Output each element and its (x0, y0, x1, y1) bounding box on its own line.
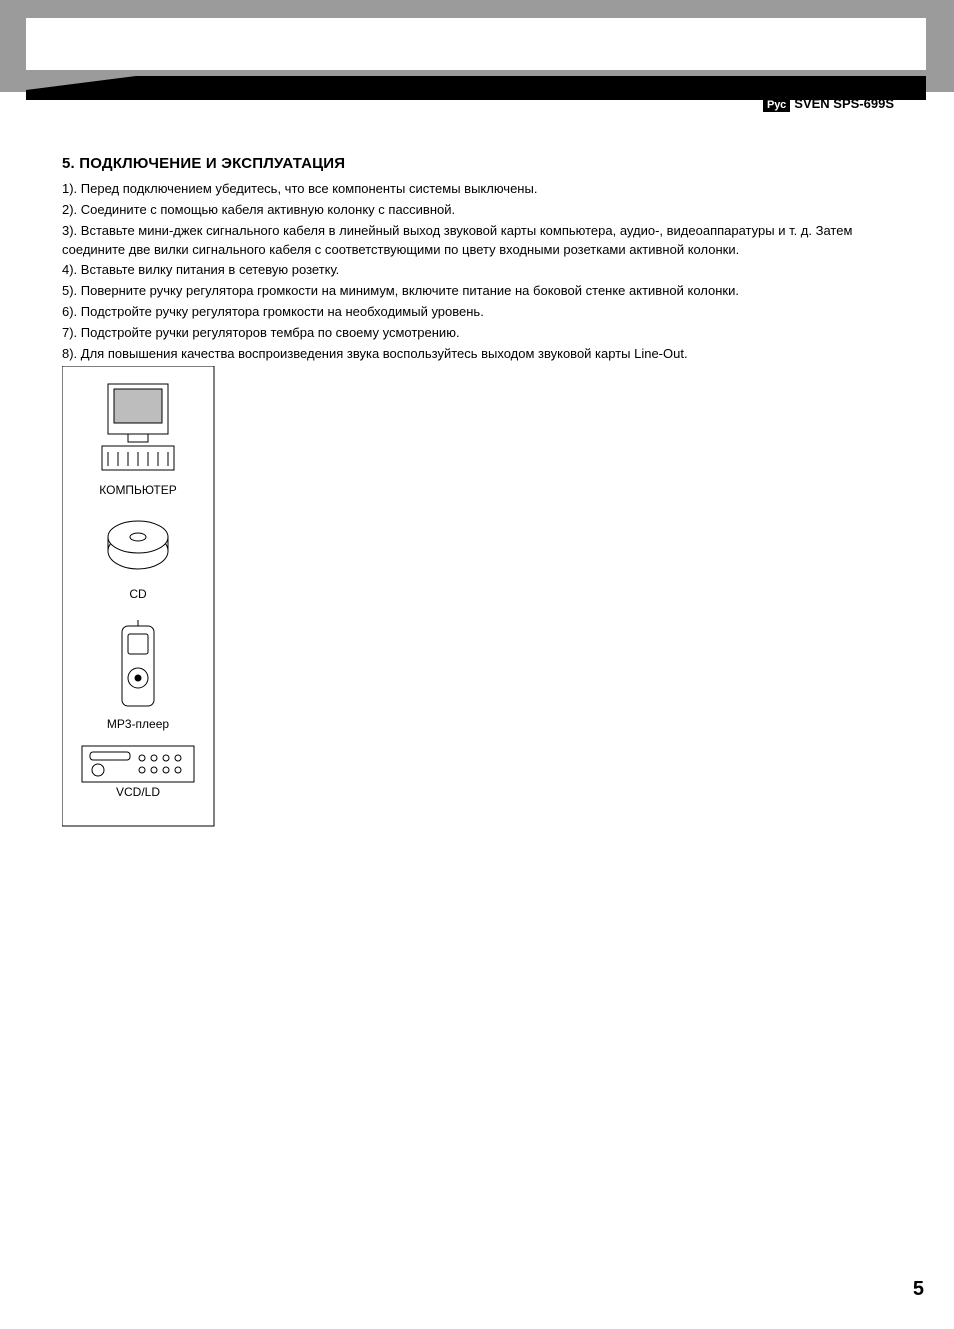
step-line: 4). Вставьте вилку питания в сетевую роз… (62, 261, 892, 280)
section-title: 5. ПОДКЛЮЧЕНИЕ И ЭКСПЛУАТАЦИЯ (62, 155, 892, 172)
svg-text:MP3-плеер: MP3-плеер (107, 717, 170, 731)
svg-text:VCD/LD: VCD/LD (116, 785, 160, 799)
steps-list: 1). Перед подключением убедитесь, что вс… (62, 180, 892, 364)
connection-diagram: КОМПЬЮТЕР CD MP3-плеер VCD/LD (62, 366, 882, 851)
step-line: 2). Соедините с помощью кабеля активную … (62, 201, 892, 220)
step-line: 8). Для повышения качества воспроизведен… (62, 345, 892, 364)
svg-text:CD: CD (129, 587, 147, 601)
step-line: 5). Поверните ручку регулятора громкости… (62, 282, 892, 301)
step-line: 1). Перед подключением убедитесь, что вс… (62, 180, 892, 199)
step-line: 3). Вставьте мини-джек сигнального кабел… (62, 222, 892, 260)
model-name: SVEN SPS-699S (794, 96, 894, 111)
top-white-inset (26, 18, 926, 70)
model-bar: Рус SVEN SPS-699S (763, 96, 894, 112)
page-number: 5 (913, 1278, 924, 1301)
step-line: 7). Подстройте ручки регуляторов тембра … (62, 324, 892, 343)
svg-text:КОМПЬЮТЕР: КОМПЬЮТЕР (99, 483, 176, 497)
step-line: 6). Подстройте ручку регулятора громкост… (62, 303, 892, 322)
lang-chip: Рус (763, 98, 790, 112)
content: 5. ПОДКЛЮЧЕНИЕ И ЭКСПЛУАТАЦИЯ 1). Перед … (62, 155, 892, 366)
manual-page: Рус SVEN SPS-699S 5. ПОДКЛЮЧЕНИЕ И ЭКСПЛУ… (0, 0, 954, 1329)
